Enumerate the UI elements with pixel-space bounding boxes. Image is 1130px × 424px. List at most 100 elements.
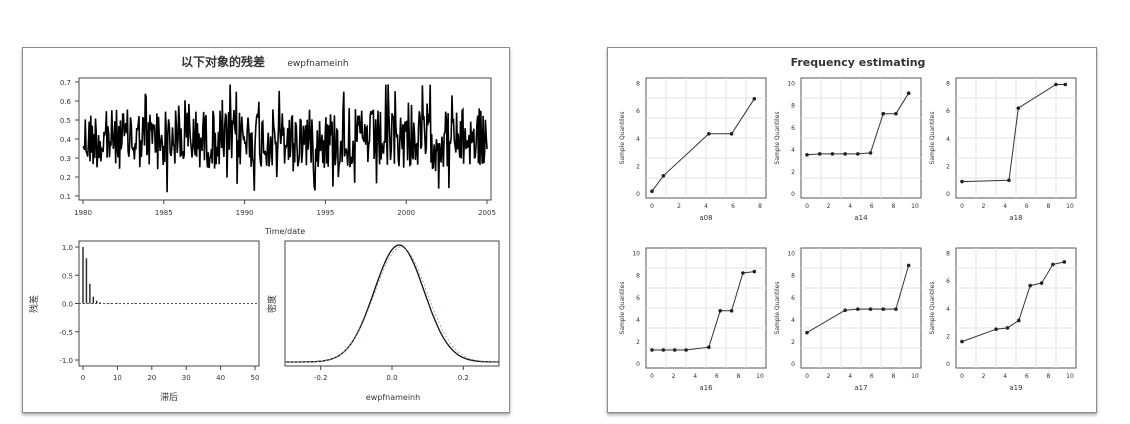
facet-ytick-label: 4 (636, 317, 640, 324)
acf-ytick-label: -0.5 (59, 329, 73, 337)
acf-ytick-label: 0.0 (62, 301, 73, 309)
density-curve (285, 244, 500, 363)
facet-xtick-label: 6 (870, 373, 874, 380)
facet-xlabel: a18 (1009, 214, 1022, 222)
timeseries-xlabel: Time/date (264, 227, 305, 236)
density-xtick-label: 0.2 (458, 374, 469, 382)
facet-xtick-label: 0 (650, 373, 654, 380)
density-ylabel: 密度 (266, 295, 278, 313)
facet-xtick-label: 2 (672, 373, 676, 380)
facet-ytick-label: 8 (636, 81, 640, 88)
timeseries-lines (82, 84, 488, 193)
timeseries-plot: 0.1 0.2 0.3 0.4 0.5 0.6 0.7 1980 1985 1990 1995 20… (60, 77, 496, 236)
density-xlabel: ewpfnameinh (366, 393, 420, 402)
facet-point (1016, 106, 1021, 110)
facet-xtick-label: 4 (1003, 203, 1007, 210)
facet-ytick-label: 4 (791, 317, 795, 324)
ts-ytick-label: 0.6 (60, 98, 72, 106)
facet-ytick-label: 10 (787, 81, 795, 88)
facet-xtick-label: 8 (736, 373, 740, 380)
facet-xlabel: a14 (854, 214, 868, 222)
ts-ytick-label: 0.1 (60, 193, 71, 201)
facet-xtick-label: 8 (758, 203, 762, 210)
ts-xtick-label: 2005 (478, 209, 496, 217)
facet-xtick-label: 6 (1025, 373, 1029, 380)
facet-ytick-label: 10 (787, 251, 795, 258)
facet-xtick-label: 6 (870, 203, 874, 210)
facet-ytick-label: 2 (791, 339, 795, 346)
facet-ylabel: Sample Quantiles (774, 282, 781, 335)
facet-xtick-label: 8 (891, 373, 895, 380)
density-xtick-label: 0.0 (386, 374, 397, 382)
timeseries-line (82, 84, 488, 193)
ts-ytick-label: 0.3 (60, 155, 71, 163)
facet-ylabel: Sample Quantiles (929, 282, 936, 335)
facet-a18: 0 2 4 6 8 0 2 4 6 8 10 a18 Sample Quantiles (929, 77, 1077, 222)
facet-xtick-label: 6 (715, 373, 719, 380)
facet-point (650, 189, 654, 193)
facet-ytick-label: 0 (636, 361, 640, 368)
facet-point (1051, 262, 1055, 267)
facet-grid: 0 2 4 6 8 0 2 4 6 8 a08 Sample Quantiles 0 2 4 6 8 10 0 2 4 6… (619, 77, 1077, 392)
facet-ytick-label: 6 (791, 295, 795, 302)
facet-point (843, 152, 847, 156)
facet-point (729, 132, 734, 136)
facet-point (741, 271, 745, 275)
facet-xlabel: a16 (699, 384, 713, 392)
facet-ytick-label: 8 (946, 81, 950, 88)
facet-a19: 0 2 4 6 8 0 2 4 6 8 10 a19 Sample Quantiles (929, 247, 1077, 392)
density-x-ticks: -0.2 0.0 0.2 (314, 366, 469, 382)
acf-ytick-label: 0.5 (62, 272, 73, 280)
facet-point (868, 307, 873, 311)
facet-point (817, 152, 822, 156)
facet-point (960, 179, 964, 184)
facet-ytick-label: 0 (791, 191, 795, 198)
acf-xtick-label: 10 (113, 374, 122, 382)
facet-point (830, 152, 835, 156)
facet-xtick-label: 10 (1066, 203, 1074, 210)
facet-ytick-label: 0 (946, 191, 950, 198)
facet-a16: 0 2 4 6 8 10 0 2 4 6 8 10 a16 Sample Quantiles (619, 247, 767, 392)
facet-xtick-label: 4 (693, 373, 697, 380)
facet-ytick-label: 0 (636, 191, 640, 198)
facet-xtick-label: 2 (677, 203, 681, 210)
facet-ylabel: Sample Quantiles (929, 112, 936, 165)
facet-ytick-label: 2 (946, 163, 950, 170)
acf-xtick-label: 20 (147, 374, 156, 382)
acf-xtick-label: 30 (182, 374, 191, 382)
left-figure-panel: 以下对象的残差 ewpfnameinh 0.1 0.2 0.3 0.4 0.5 0.6 0.… (22, 47, 510, 413)
facet-ytick-label: 2 (636, 339, 640, 346)
facet-ytick-label: 2 (946, 333, 950, 340)
facet-xtick-label: 8 (1046, 373, 1050, 380)
facet-xtick-label: 0 (805, 373, 809, 380)
facet-xtick-label: 10 (911, 373, 919, 380)
facet-point (1028, 283, 1033, 288)
facet-ylabel: Sample Quantiles (619, 282, 626, 335)
facet-xtick-label: 2 (982, 373, 986, 380)
facet-ytick-label: 4 (791, 147, 795, 154)
acf-y-ticks: 1.0 0.5 0.0 -0.5 -1.0 (59, 244, 79, 365)
facet-xtick-label: 0 (805, 203, 809, 210)
facet-xtick-label: 6 (1025, 203, 1029, 210)
facet-a17: 0 2 4 6 8 10 0 2 4 6 8 10 a17 Sample Quantiles (774, 247, 922, 392)
facet-point (856, 307, 860, 311)
facet-ytick-label: 4 (946, 306, 950, 313)
facet-xlabel: a17 (854, 384, 867, 392)
facet-ytick-label: 2 (791, 169, 795, 176)
facet-ytick-label: 4 (636, 136, 640, 143)
facet-point (906, 91, 911, 95)
right-figure-panel: Frequency estimating 0 2 4 6 8 0 2 4 6 8 a08 Sample… (607, 47, 1097, 413)
facet-xtick-label: 8 (1046, 203, 1050, 210)
facet-ytick-label: 8 (791, 273, 795, 280)
facet-point (894, 307, 898, 311)
ts-xtick-label: 1980 (74, 209, 92, 217)
facet-ytick-label: 6 (791, 125, 795, 132)
facet-point (1007, 178, 1011, 183)
facet-point (684, 348, 688, 352)
facet-xtick-label: 8 (891, 203, 895, 210)
facet-ytick-label: 8 (791, 103, 795, 110)
facet-line (961, 261, 1065, 343)
facet-ytick-label: 4 (946, 136, 950, 143)
facet-point (752, 269, 757, 274)
acf-plot: 1.0 0.5 0.0 -0.5 -1.0 0 10 20 30 40 50 滞后 残差 (28, 240, 260, 403)
